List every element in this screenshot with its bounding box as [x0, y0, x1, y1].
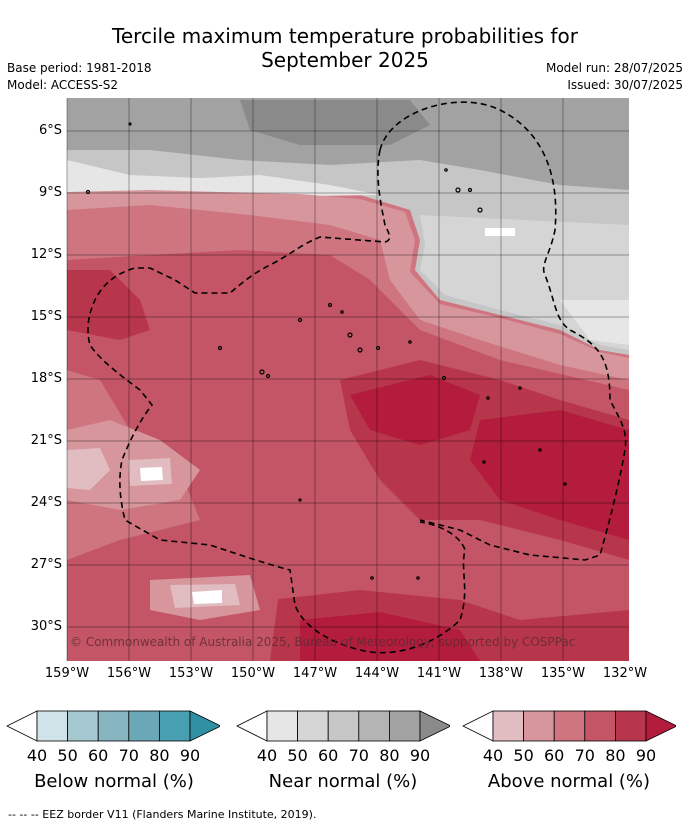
- tick-label: 90: [179, 746, 201, 765]
- lon-label: 135°W: [540, 666, 586, 681]
- meta-left: Base period: 1981-2018 Model: ACCESS-S2: [7, 60, 152, 94]
- footnote: -- -- -- EEZ border V11 (Flanders Marine…: [8, 808, 317, 821]
- tick-label: 60: [544, 746, 565, 765]
- colorbar-segment: [97, 710, 130, 742]
- colorbar-label-near: Near normal (%): [268, 771, 418, 792]
- lat-label: 9°S: [38, 185, 62, 200]
- map-title: Tercile maximum temperature probabilitie…: [0, 24, 690, 72]
- tick-label: 40: [256, 746, 278, 765]
- colorbar-max-arrow: [645, 710, 676, 742]
- tick-label: 60: [88, 746, 109, 765]
- lon-label: 150°W: [230, 666, 276, 681]
- lat-label: 6°S: [38, 123, 62, 138]
- eez-border-north-east-2: [87, 149, 466, 654]
- lat-label: 18°S: [30, 371, 62, 386]
- colorbar-min-arrow: [6, 710, 38, 742]
- tick-label: 50: [57, 746, 78, 765]
- tick-label: 60: [318, 746, 339, 765]
- lon-label: 147°W: [292, 666, 338, 681]
- above-normal-lighter-patch-west: [67, 448, 110, 490]
- colorbar-segment: [67, 710, 99, 742]
- copyright-text: © Commonwealth of Australia 2025, Bureau…: [70, 635, 575, 649]
- lon-label: 132°W: [602, 666, 648, 681]
- colorbar-min-arrow: [236, 710, 268, 742]
- lat-label: 15°S: [30, 309, 62, 324]
- lon-label: 156°W: [106, 666, 152, 681]
- lon-label: 159°W: [44, 666, 90, 681]
- meta-right: Model run: 28/07/2025 Issued: 30/07/2025: [546, 60, 683, 94]
- tick-label: 90: [409, 746, 431, 765]
- above-normal-highest-patch-southeast: [470, 410, 629, 540]
- above-normal-mid-region: [67, 250, 629, 661]
- colorbar-segment: [553, 710, 586, 742]
- colorbar-label-above: Above normal (%): [487, 771, 651, 792]
- near-normal-pale-band: [67, 160, 380, 200]
- lat-label: 27°S: [30, 557, 62, 572]
- eez-border-north-east: [379, 101, 627, 561]
- tick-label: 50: [287, 746, 308, 765]
- colorbar-segment: [327, 710, 360, 742]
- colorbar-label-below: Below normal (%): [34, 771, 194, 792]
- tick-label: 80: [149, 746, 170, 765]
- colorbar-above-normal: [462, 710, 676, 742]
- lat-label: 21°S: [30, 433, 62, 448]
- near-normal-pale-spot-west: [140, 467, 163, 481]
- colorbar-segment: [614, 710, 647, 742]
- colorbar-segment: [128, 710, 160, 742]
- tick-label: 50: [513, 746, 534, 765]
- eez-borders: [87, 101, 627, 654]
- lon-label: 144°W: [354, 666, 400, 681]
- tick-label: 40: [482, 746, 504, 765]
- colorbar-segment: [158, 710, 191, 742]
- lat-label: 12°S: [30, 247, 62, 262]
- near-normal-white-spot: [485, 228, 515, 236]
- near-normal-pale-patch-east: [560, 300, 629, 345]
- colorbar-segment: [584, 710, 616, 742]
- lon-label: 153°W: [168, 666, 214, 681]
- title-line-1: Tercile maximum temperature probabilitie…: [112, 24, 578, 48]
- tick-label: 80: [379, 746, 400, 765]
- lat-lon-grid: [66, 98, 629, 661]
- tick-label: 70: [574, 746, 595, 765]
- colorbar-segment: [297, 710, 329, 742]
- colorbar-segment: [388, 710, 421, 742]
- base-period: Base period: 1981-2018: [7, 61, 152, 75]
- tick-label: 40: [26, 746, 48, 765]
- colorbar-max-arrow: [419, 710, 450, 742]
- lat-label: 24°S: [30, 495, 62, 510]
- model-name: Model: ACCESS-S2: [7, 78, 119, 92]
- map-fields: [67, 98, 629, 661]
- tick-label: 90: [635, 746, 657, 765]
- tick-label: 70: [118, 746, 139, 765]
- issued-date: Issued: 30/07/2025: [567, 78, 683, 92]
- islands: [85, 122, 567, 580]
- title-line-2: September 2025: [261, 48, 429, 72]
- colorbar-segment: [36, 710, 69, 742]
- above-normal-highest-patch-east: [350, 375, 480, 445]
- tick-label: 80: [605, 746, 626, 765]
- model-run: Model run: 28/07/2025: [545, 61, 683, 75]
- colorbar-min-arrow: [462, 710, 494, 742]
- tick-label: 70: [348, 746, 369, 765]
- colorbar-segment: [358, 710, 390, 742]
- colorbar-max-arrow: [189, 710, 220, 742]
- near-normal-pale-spot-southwest: [192, 590, 222, 604]
- near-normal-darkest-region-2: [240, 100, 430, 145]
- lon-label: 138°W: [478, 666, 524, 681]
- colorbar-segment: [523, 710, 555, 742]
- colorbar-segment: [266, 710, 299, 742]
- above-normal-light-band: [67, 190, 629, 380]
- above-normal-highest-patch-south: [300, 612, 480, 661]
- colorbar-below-normal: [6, 710, 220, 742]
- colorbar-segment: [492, 710, 525, 742]
- lat-label: 30°S: [30, 619, 62, 634]
- lon-label: 141°W: [416, 666, 462, 681]
- colorbar-near-normal: [236, 710, 450, 742]
